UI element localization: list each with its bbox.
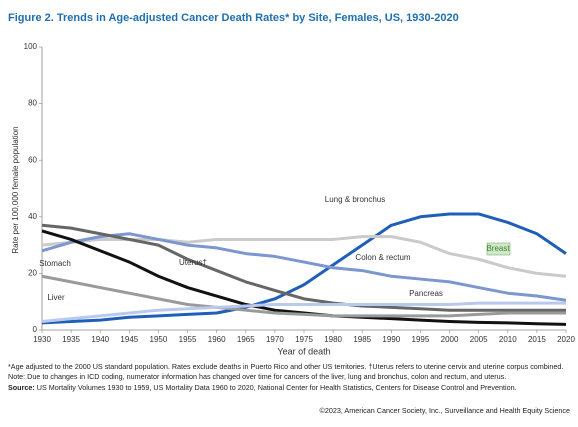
x-tick-label: 1975: [295, 335, 313, 344]
x-tick-label: 1940: [91, 335, 109, 344]
footnote: *Age adjusted to the 2000 US standard po…: [8, 362, 564, 381]
source-label: Source:: [8, 383, 35, 392]
x-tick-label: 1970: [266, 335, 284, 344]
series-label: Colon & rectum: [355, 253, 410, 262]
chart-title: Figure 2. Trends in Age-adjusted Cancer …: [8, 12, 459, 24]
x-tick-label: 1965: [237, 335, 255, 344]
y-tick-label: 20: [28, 269, 37, 278]
x-tick-label: 1960: [208, 335, 226, 344]
x-tick-label: 1995: [412, 335, 430, 344]
series-label: Pancreas: [409, 289, 443, 298]
series-label: Lung & bronchus: [325, 195, 386, 204]
y-tick-label: 60: [28, 155, 37, 164]
series-line: [41, 232, 567, 302]
series-line: [41, 223, 566, 312]
y-tick-label: 40: [28, 212, 37, 221]
label-box: [486, 242, 511, 256]
x-tick-label: 1930: [33, 335, 51, 344]
x-axis-label: Year of death: [277, 346, 330, 356]
x-tick-label: 2020: [557, 335, 575, 344]
source: Source: US Mortality Volumes 1930 to 195…: [8, 383, 573, 393]
x-tick-label: 1945: [120, 335, 138, 344]
x-tick-label: 2005: [470, 335, 488, 344]
x-tick-label: 1955: [179, 335, 197, 344]
series-line: [41, 212, 567, 325]
series-line: [41, 301, 566, 324]
series-label: Stomach: [39, 259, 71, 268]
y-axis-label: Rate per 100,000 female population: [11, 126, 20, 253]
x-tick-label: 2010: [499, 335, 517, 344]
x-tick-label: 1950: [150, 335, 168, 344]
x-tick-label: 1985: [353, 335, 371, 344]
y-tick-label: 80: [28, 99, 37, 108]
y-tick-label: 100: [24, 42, 38, 51]
x-tick-label: 1990: [382, 335, 400, 344]
chart: Figure 2. Trends in Age-adjusted Cancer …: [8, 12, 575, 356]
y-tick-label: 0: [33, 325, 38, 334]
series-label: Uterus†: [179, 258, 207, 267]
x-tick-label: 1980: [324, 335, 342, 344]
series-line: [41, 235, 567, 278]
x-tick-label: 1935: [62, 335, 80, 344]
series-label: Liver: [47, 293, 65, 302]
series-line: [41, 274, 566, 318]
x-tick-label: 2000: [441, 335, 459, 344]
copyright: ©2023, American Cancer Society, Inc., Su…: [319, 406, 570, 415]
series-label: Breast: [486, 244, 510, 253]
x-tick-label: 2015: [528, 335, 546, 344]
source-text: US Mortality Volumes 1930 to 1959, US Mo…: [36, 383, 517, 392]
